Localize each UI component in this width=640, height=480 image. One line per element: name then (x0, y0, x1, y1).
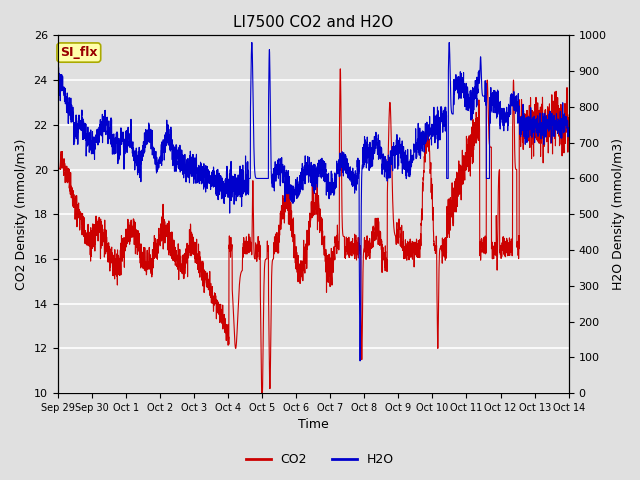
CO2 (142, 262, 150, 268)
Text: SI_flx: SI_flx (60, 46, 97, 59)
H2O (142, 142, 150, 148)
CO2 (555, 117, 563, 123)
H2O (248, 40, 256, 46)
CO2 (112, 266, 120, 272)
Line: CO2: CO2 (58, 69, 569, 393)
H2O (356, 358, 364, 364)
Y-axis label: CO2 Density (mmol/m3): CO2 Density (mmol/m3) (15, 139, 28, 290)
H2O (500, 105, 508, 111)
CO2 (500, 244, 508, 250)
Title: LI7500 CO2 and H2O: LI7500 CO2 and H2O (233, 15, 393, 30)
CO2 (258, 390, 266, 396)
H2O (272, 179, 280, 184)
Y-axis label: H2O Density (mmol/m3): H2O Density (mmol/m3) (612, 138, 625, 290)
Line: H2O: H2O (58, 43, 569, 361)
CO2 (54, 66, 61, 72)
CO2 (250, 224, 257, 229)
Legend: CO2, H2O: CO2, H2O (241, 448, 399, 471)
H2O (54, 82, 61, 87)
CO2 (272, 245, 280, 251)
H2O (112, 150, 120, 156)
X-axis label: Time: Time (298, 419, 328, 432)
H2O (555, 127, 563, 133)
H2O (565, 129, 573, 135)
CO2 (565, 115, 573, 120)
H2O (250, 136, 257, 142)
